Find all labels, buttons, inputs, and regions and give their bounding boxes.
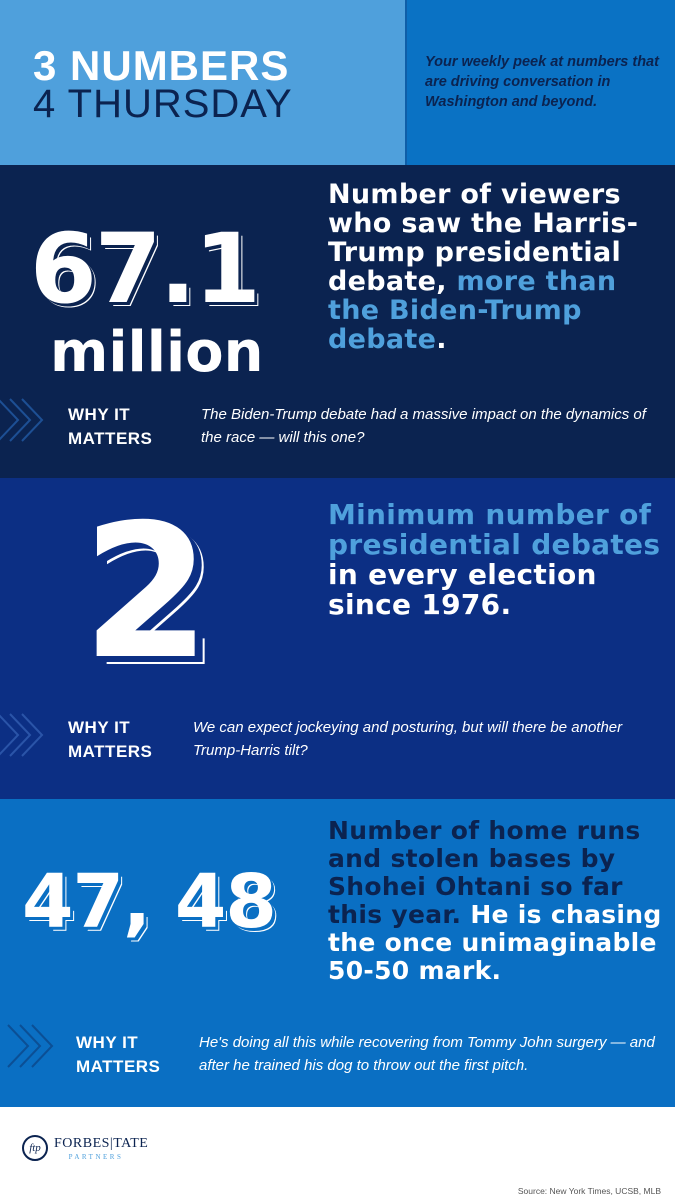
- statement-main: He is chasing the once unimaginable 50-5…: [328, 900, 662, 985]
- statement-end: .: [436, 324, 447, 355]
- stat-number-unit: million: [50, 320, 264, 385]
- chevron-arrows-icon: [0, 398, 44, 442]
- ftp-logo-icon: ftp: [22, 1135, 48, 1161]
- statement-highlight: Number of home runs and stolen bases by …: [328, 816, 641, 929]
- stat-number: 47, 48: [22, 859, 277, 945]
- statement-highlight: more than the Biden-Trump debate: [328, 266, 617, 355]
- why-it-matters-text: He's doing all this while recovering fro…: [199, 1034, 655, 1074]
- tagline: Your weekly peek at numbers that are dri…: [425, 54, 659, 110]
- statement-main: Number of viewers who saw the Harris-Tru…: [328, 179, 639, 297]
- stat-number: 2: [82, 484, 211, 700]
- stat-number: 67.1: [30, 213, 261, 325]
- stat-statement: Number of home runs and stolen bases by …: [328, 817, 663, 985]
- footer: ftp FORBES|TATE PARTNERS Source: New Yor…: [0, 1107, 675, 1200]
- why-label-line-2: MATTERS: [68, 742, 153, 761]
- chevron-arrows-icon: [0, 713, 44, 757]
- source-note: Source: New York Times, UCSB, MLB: [517, 1186, 661, 1196]
- title-line-2: 4 THURSDAY: [33, 82, 293, 126]
- statement-main: in every election since 1976.: [328, 558, 597, 621]
- logo-mark: ftp: [29, 1142, 41, 1154]
- logo-name: FORBES|TATE: [54, 1136, 149, 1151]
- header: 3 NUMBERS 4 THURSDAY Your weekly peek at…: [0, 0, 675, 165]
- statement-highlight: Minimum number of presidential debates: [328, 498, 661, 561]
- title-line-1: 3 NUMBERS: [33, 42, 290, 89]
- why-label-line-2: MATTERS: [68, 429, 153, 448]
- why-label-line-1: WHY IT: [76, 1033, 139, 1052]
- why-label-line-1: WHY IT: [68, 718, 131, 737]
- header-tagline-panel: [405, 0, 675, 165]
- why-it-matters-label: WHY IT MATTERS: [68, 716, 152, 764]
- header-title-panel: 3 NUMBERS 4 THURSDAY: [0, 0, 405, 165]
- stat-section-2: 2 Minimum number of presidential debates…: [0, 478, 675, 799]
- why-it-matters-label: WHY IT MATTERS: [68, 403, 152, 451]
- stat-statement: Number of viewers who saw the Harris-Tru…: [328, 180, 668, 354]
- stat-section-1: 67.1 million Number of viewers who saw t…: [0, 165, 675, 478]
- why-label-line-2: MATTERS: [76, 1057, 161, 1076]
- logo-subtitle: PARTNERS: [68, 1153, 124, 1161]
- stat-section-3: 47, 48 Number of home runs and stolen ba…: [0, 799, 675, 1107]
- why-it-matters-text: We can expect jockeying and posturing, b…: [193, 719, 623, 759]
- chevron-arrows-icon: [7, 1024, 54, 1068]
- why-label-line-1: WHY IT: [68, 405, 131, 424]
- stat-statement: Minimum number of presidential debates i…: [328, 500, 668, 620]
- why-it-matters-text: The Biden-Trump debate had a massive imp…: [201, 406, 646, 446]
- why-it-matters-label: WHY IT MATTERS: [76, 1031, 160, 1079]
